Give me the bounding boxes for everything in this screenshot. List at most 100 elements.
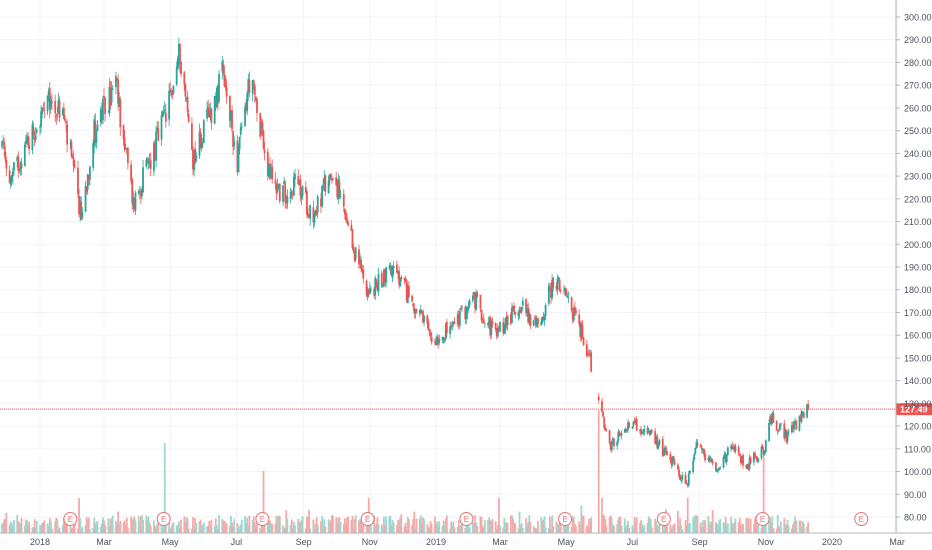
candle-body	[532, 320, 535, 326]
volume-bar	[399, 517, 402, 533]
volume-bar	[274, 523, 277, 533]
x-axis[interactable]: 2018 Mar May Jul Sep Nov 2019 Mar May Jul Sep Nov 20…	[0, 532, 932, 547]
candle-body	[33, 137, 36, 140]
volume-bar	[346, 517, 348, 533]
candle-body	[722, 457, 725, 468]
candle-body	[251, 80, 254, 94]
volume-bar	[764, 518, 767, 533]
volume-bar	[278, 516, 281, 533]
earnings-icon-label: E	[260, 515, 265, 524]
candle-body	[445, 321, 448, 334]
volume-bar	[672, 524, 675, 533]
candle-body	[31, 124, 34, 151]
candle-body	[215, 87, 218, 108]
volume-bar	[133, 516, 136, 533]
x-tick-label: May	[162, 537, 180, 547]
volume-bar	[215, 525, 218, 533]
volume-bar	[80, 528, 83, 533]
volume-bar	[741, 526, 743, 533]
candle-body	[724, 453, 727, 462]
volume-bar	[634, 521, 637, 533]
volume-bar	[798, 520, 801, 533]
candle-body	[658, 440, 661, 445]
candle-body	[739, 456, 742, 464]
candle-body	[665, 447, 667, 453]
candle-body	[601, 401, 603, 412]
volume-bar	[350, 519, 353, 533]
candle-body	[428, 331, 431, 333]
candle-body	[482, 319, 485, 324]
candle-body	[566, 295, 569, 298]
y-tick-label: 200.00	[904, 240, 932, 250]
candle-body	[558, 279, 561, 292]
candle-body	[146, 158, 149, 162]
volume-bar	[73, 517, 76, 533]
volume-bar	[718, 520, 721, 533]
candle-body	[654, 431, 657, 444]
volume-bar	[23, 525, 26, 533]
candle-body	[684, 474, 687, 484]
candle-body	[109, 87, 112, 106]
volume-bar	[505, 522, 508, 533]
candle-body	[549, 287, 551, 289]
candle-body	[252, 80, 255, 85]
candle-body	[185, 97, 188, 99]
candle-body	[336, 184, 339, 198]
candle-body	[277, 184, 280, 187]
candle-body	[656, 436, 659, 449]
volume-bar	[775, 528, 778, 533]
volume-bar	[452, 521, 455, 533]
volume-bar	[734, 518, 737, 533]
volume-bar	[269, 520, 271, 533]
volume-bar	[224, 522, 227, 533]
volume-bar	[627, 520, 629, 533]
candle-body	[518, 309, 521, 313]
candle-body	[180, 61, 182, 75]
volume-bar	[589, 521, 591, 533]
volume-bar	[710, 522, 713, 533]
volume-bar	[69, 521, 72, 533]
volume-bar	[780, 521, 782, 533]
volume-bar	[696, 515, 699, 533]
candle-body	[260, 123, 263, 134]
candle-body	[66, 124, 69, 145]
candle-body	[115, 75, 117, 88]
volume-bar	[24, 519, 27, 533]
candle-body	[407, 285, 410, 298]
candle-body	[700, 448, 703, 450]
volume-bar	[190, 528, 193, 533]
volume-bar	[238, 528, 241, 533]
candle-body	[290, 193, 293, 195]
candle-body	[741, 456, 743, 463]
volume-bar	[245, 523, 248, 533]
candle-body	[42, 107, 45, 109]
earnings-icon	[360, 512, 375, 526]
candle-body	[564, 287, 567, 292]
candle-body	[694, 448, 697, 454]
volume-bar	[388, 516, 391, 533]
volume-bar	[102, 517, 104, 533]
candle-body	[110, 88, 113, 103]
volume-bar	[284, 527, 287, 533]
candle-body	[551, 279, 553, 298]
volume-bar	[177, 521, 180, 533]
candle-body	[84, 185, 87, 212]
candle-body	[640, 429, 642, 435]
candle-body	[491, 321, 494, 325]
volume-bar	[231, 522, 233, 533]
candle-body	[635, 418, 638, 431]
volume-bar	[314, 523, 317, 533]
volume-bar	[602, 515, 604, 533]
volume-bar	[542, 519, 545, 533]
candle-body	[324, 175, 327, 192]
candle-body	[55, 115, 58, 117]
volume-bar	[590, 517, 593, 533]
candle-body	[550, 287, 552, 298]
y-axis[interactable]: 80.00 90.00 100.00 110.00 120.00 130.00 140.00…	[895, 0, 932, 533]
volume-bar	[271, 523, 274, 533]
candle-body	[384, 269, 386, 282]
volume-bar	[19, 523, 22, 533]
earnings-icon	[755, 512, 770, 526]
volume-bar	[726, 523, 729, 533]
